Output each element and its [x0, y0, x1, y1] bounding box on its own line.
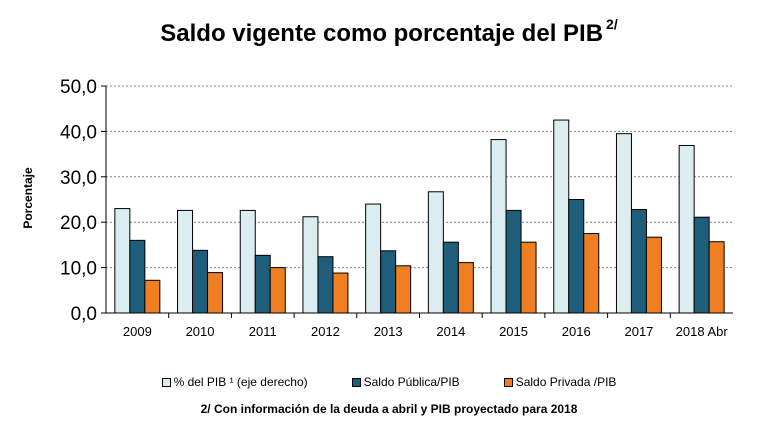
x-tick-label: 2018 Abr — [676, 324, 729, 339]
bar — [553, 119, 570, 314]
legend-label-publica: Saldo Pública/PIB — [363, 375, 460, 389]
bar — [568, 199, 585, 314]
bar — [678, 144, 695, 314]
bar — [177, 209, 194, 314]
bar — [254, 254, 271, 314]
footnote: 2/ Con información de la deuda a abril y… — [200, 402, 578, 416]
bar — [380, 250, 397, 314]
legend-swatch-publica — [351, 377, 361, 387]
bar — [630, 208, 647, 314]
bar — [207, 272, 224, 314]
y-tick-label: 0,0 — [71, 304, 97, 325]
bar — [490, 139, 507, 314]
bar — [302, 216, 319, 314]
x-tick-label: 2010 — [186, 324, 215, 339]
legend-label-pib: % del PIB ¹ (eje derecho) — [173, 375, 308, 389]
bar — [317, 256, 334, 314]
y-tick-label: 50,0 — [60, 77, 97, 98]
y-tick-label: 40,0 — [60, 122, 97, 143]
bar — [144, 279, 161, 314]
bar — [693, 216, 710, 314]
bar-chart: Porcentaje 0,010,020,030,040,050,0 2009 2… — [21, 77, 733, 339]
bar — [239, 209, 256, 314]
legend-item-privada: Saldo Privada /PIB — [503, 375, 617, 389]
x-tick-label: 2014 — [436, 324, 465, 339]
y-tick-label: 20,0 — [60, 213, 97, 234]
bar — [583, 233, 600, 314]
chart-title-note: 2/ — [606, 16, 618, 32]
bar — [427, 191, 444, 314]
x-tick-label: 2009 — [123, 324, 152, 339]
x-tick-label: 2017 — [624, 324, 653, 339]
bar — [645, 236, 662, 314]
bar — [129, 239, 146, 314]
bar — [332, 272, 349, 314]
legend-item-pib: % del PIB ¹ (eje derecho) — [161, 375, 308, 389]
x-tick-label: 2012 — [311, 324, 340, 339]
bar — [520, 241, 537, 314]
bar — [505, 209, 522, 314]
bar — [615, 133, 632, 314]
x-tick-label: 2016 — [562, 324, 591, 339]
x-tick-label: 2013 — [374, 324, 403, 339]
bar — [365, 203, 382, 314]
bar — [269, 267, 286, 314]
y-tick-label: 30,0 — [60, 168, 97, 189]
chart-title: Saldo vigente como porcentaje del PIB 2/ — [0, 16, 778, 48]
bar — [708, 241, 725, 314]
bars — [114, 119, 725, 314]
x-tick-labels: 2009 2010 2011 2012 2013 2014 2015 2016 2017 2018… — [123, 324, 728, 339]
y-tick-label: 10,0 — [60, 259, 97, 280]
legend-swatch-pib — [161, 377, 171, 387]
legend-label-privada: Saldo Privada /PIB — [515, 375, 617, 389]
y-tick-labels: 0,0 10,0 20,0 30,0 40,0 50,0 — [60, 77, 97, 325]
bar — [395, 265, 412, 314]
x-tick-label: 2011 — [249, 324, 277, 339]
legend-swatch-privada — [503, 377, 513, 387]
chart-title-text: Saldo vigente como porcentaje del PIB — [160, 20, 604, 47]
y-axis-label: Porcentaje — [21, 167, 35, 229]
grid-lines — [106, 85, 733, 269]
bar — [457, 262, 474, 314]
legend-item-publica: Saldo Pública/PIB — [351, 375, 460, 389]
bar — [442, 241, 459, 314]
x-tick-label: 2015 — [499, 324, 528, 339]
bar — [114, 208, 131, 314]
bar — [192, 249, 209, 314]
legend: % del PIB ¹ (eje derecho) Saldo Pública/… — [0, 375, 778, 389]
axes — [101, 85, 733, 318]
